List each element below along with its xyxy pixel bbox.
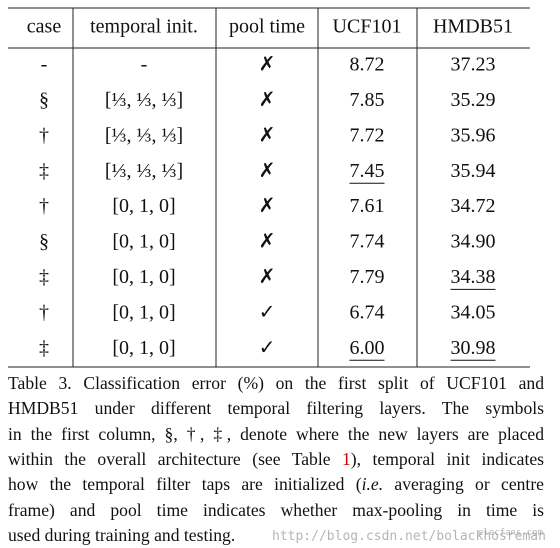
cell: ‡ bbox=[39, 266, 49, 288]
cell: 37.23 bbox=[451, 54, 496, 76]
caption-text: frame) and pool time indicates whether m… bbox=[8, 499, 544, 520]
cell: 7.72 bbox=[350, 124, 385, 146]
cell: [0, 1, 0] bbox=[112, 231, 175, 253]
header-cell: temporal init. bbox=[90, 16, 198, 38]
cell: [⅓, ⅓, ⅓] bbox=[105, 89, 183, 111]
caption-text: used during training and testing. bbox=[8, 524, 236, 545]
cell: 7.45 bbox=[350, 160, 385, 182]
cell: - bbox=[141, 54, 148, 76]
cell: 7.74 bbox=[350, 231, 385, 253]
cell: ✗ bbox=[259, 195, 276, 217]
cell: ✗ bbox=[259, 124, 276, 146]
cell: - bbox=[41, 54, 48, 76]
cell: § bbox=[39, 231, 49, 253]
cell: 6.74 bbox=[350, 301, 385, 323]
cell: [0, 1, 0] bbox=[112, 266, 175, 288]
cell: 34.05 bbox=[451, 301, 496, 323]
caption-text: HMDB51 under different temporal filterin… bbox=[8, 398, 544, 419]
cell: ✗ bbox=[259, 89, 276, 111]
cell: 35.94 bbox=[451, 160, 496, 182]
cell: 7.79 bbox=[350, 266, 385, 288]
caption-line: within the overall architecture (see Tab… bbox=[8, 447, 544, 471]
cell: † bbox=[39, 124, 49, 146]
cell: ‡ bbox=[39, 337, 49, 359]
cell: [⅓, ⅓, ⅓] bbox=[105, 160, 183, 182]
cell: 35.29 bbox=[451, 89, 496, 111]
cell: † bbox=[39, 195, 49, 217]
cell: 34.90 bbox=[451, 231, 496, 253]
cell: ✗ bbox=[259, 231, 276, 253]
cell: 34.72 bbox=[451, 195, 496, 217]
caption-line: used during training and testing. bbox=[8, 523, 544, 547]
header-cell: pool time bbox=[229, 16, 305, 38]
header-cell: case bbox=[27, 16, 62, 38]
cell: § bbox=[39, 89, 49, 111]
caption-line: Table 3. Classification error (%) on the… bbox=[8, 371, 544, 395]
cell: † bbox=[39, 301, 49, 323]
header-cell: HMDB51 bbox=[433, 16, 513, 38]
caption-text: within the overall architecture (see Tab… bbox=[8, 448, 342, 469]
cell: [⅓, ⅓, ⅓] bbox=[105, 124, 183, 146]
cell: 7.85 bbox=[350, 89, 385, 111]
caption-text: how the temporal filter taps are initial… bbox=[8, 474, 362, 495]
caption-line: frame) and pool time indicates whether m… bbox=[8, 498, 544, 522]
cell: 7.61 bbox=[350, 195, 385, 217]
cell: [0, 1, 0] bbox=[112, 337, 175, 359]
cell: ‡ bbox=[39, 160, 49, 182]
cell: ✓ bbox=[259, 301, 276, 323]
cell: ✗ bbox=[259, 54, 276, 76]
caption-line: in the first column, §, †, ‡, denote whe… bbox=[8, 422, 544, 446]
table: case temporal init. pool time UCF101 HMDB51 -… bbox=[8, 7, 530, 368]
cell: ✓ bbox=[259, 337, 276, 359]
header-cell: UCF101 bbox=[333, 16, 402, 38]
cell: 35.96 bbox=[451, 124, 496, 146]
cell: ✗ bbox=[259, 266, 276, 288]
cell: 34.38 bbox=[451, 266, 496, 288]
caption-text: Table 3. Classification error (%) on the… bbox=[8, 373, 544, 393]
cell: 6.00 bbox=[350, 337, 385, 359]
cell: [0, 1, 0] bbox=[112, 195, 175, 217]
caption-text: i.e. bbox=[361, 474, 384, 495]
caption-text: in the first column, §, †, ‡, denote whe… bbox=[8, 423, 544, 444]
cell: 30.98 bbox=[451, 337, 496, 359]
cell: [0, 1, 0] bbox=[112, 301, 175, 323]
cell: 8.72 bbox=[350, 54, 385, 76]
cell: ✗ bbox=[259, 160, 276, 182]
watermark: http://blog.csdn.net/bolackhosreman bbox=[272, 529, 546, 544]
caption-line: HMDB51 under different temporal filterin… bbox=[8, 396, 544, 420]
watermark: elecfans.com bbox=[478, 528, 544, 538]
caption-text: ), temporal init indicates bbox=[350, 448, 544, 469]
caption-line: how the temporal filter taps are initial… bbox=[8, 472, 544, 496]
caption-text: averaging or centre bbox=[383, 474, 544, 495]
table-link[interactable]: 1 bbox=[342, 448, 351, 469]
